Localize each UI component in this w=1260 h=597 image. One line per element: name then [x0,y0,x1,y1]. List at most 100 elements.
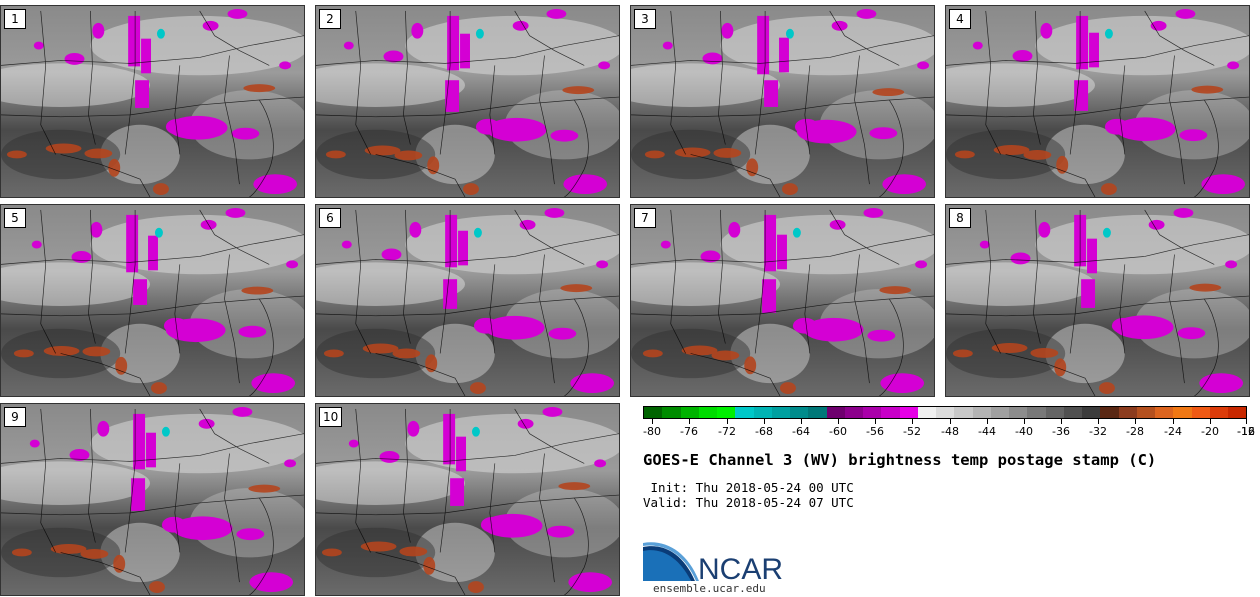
colorbar-segment [1191,407,1210,418]
map-image [316,404,619,595]
colorbar-tick [838,419,839,424]
map-image [316,205,619,396]
colorbar-segment [1045,407,1064,418]
colorbar-tick [950,419,951,424]
colorbar-tick-label: -32 [1089,425,1107,438]
colorbar-segment [990,407,1009,418]
ncar-logo: NCAR [643,542,783,583]
colorbar-segment [899,407,918,418]
colorbar-tick [652,419,653,424]
colorbar-tick-label: -36 [1052,425,1070,438]
colorbar-segment [881,407,900,418]
member-panel: 10 [315,403,620,596]
panel-number: 7 [634,208,656,228]
colorbar-tick [1246,419,1247,424]
colorbar-tick [987,419,988,424]
colorbar-tick [1061,419,1062,424]
colorbar-segment [1063,407,1082,418]
colorbar-segment [844,407,863,418]
colorbar-segment [1100,407,1119,418]
colorbar-tick-label: -12 [1237,425,1255,438]
member-panel: 5 [0,204,305,397]
colorbar-tick-label: -56 [866,425,884,438]
member-panel: 4 [945,5,1250,198]
colorbar-tick-label: -28 [1126,425,1144,438]
colorbar-tick-label: -72 [718,425,736,438]
panel-number: 5 [4,208,26,228]
colorbar-segment [698,407,717,418]
panel-number: 2 [319,9,341,29]
colorbar-segment [1118,407,1137,418]
colorbar-segment [972,407,991,418]
colorbar-tick-label: -52 [903,425,921,438]
colorbar-tick [1024,419,1025,424]
panel-number: 1 [4,9,26,29]
member-panel: 1 [0,5,305,198]
colorbar-segment [771,407,790,418]
colorbar-tick-label: -76 [680,425,698,438]
panel-number: 4 [949,9,971,29]
colorbar-tick-label: -80 [643,425,661,438]
ncar-swoosh-icon [643,542,699,581]
panel-number: 10 [319,407,343,427]
colorbar-segment [917,407,936,418]
colorbar-tick-label: -24 [1164,425,1182,438]
colorbar-segment [753,407,772,418]
colorbar-segment [954,407,973,418]
colorbar-segment [662,407,681,418]
panel-number: 9 [4,407,26,427]
map-image [1,404,304,595]
colorbar-tick-label: -48 [941,425,959,438]
panel-number: 6 [319,208,341,228]
panel-number: 8 [949,208,971,228]
member-panel: 9 [0,403,305,596]
colorbar-tick-label: -40 [1015,425,1033,438]
colorbar-segment [680,407,699,418]
colorbar-segment [717,407,736,418]
colorbar-tick-label: -20 [1201,425,1219,438]
colorbar-segment [826,407,845,418]
colorbar-tick [764,419,765,424]
colorbar-tick [689,419,690,424]
colorbar-tick [1135,419,1136,424]
colorbar-tick [801,419,802,424]
colorbar-segment [1009,407,1028,418]
colorbar-segment [808,407,827,418]
colorbar-segment [790,407,809,418]
colorbar-segment [1082,407,1101,418]
colorbar-tick [727,419,728,424]
valid-time: Valid: Thu 2018-05-24 07 UTC [643,495,854,510]
colorbar-segment [1173,407,1192,418]
map-image [1,6,304,197]
colorbar-segment [936,407,955,418]
colorbar-segment [735,407,754,418]
map-image [316,6,619,197]
colorbar [643,406,1247,419]
colorbar-tick-label: -44 [978,425,996,438]
init-time: Init: Thu 2018-05-24 00 UTC [643,480,854,495]
colorbar-segment [1136,407,1155,418]
panel-number: 3 [634,9,656,29]
colorbar-tick [1210,419,1211,424]
map-image [1,205,304,396]
member-panel: 6 [315,204,620,397]
colorbar-tick-label: -64 [792,425,810,438]
colorbar-tick [1173,419,1174,424]
colorbar-ticks: -80 -76 -72 -68 -64 -60 -56 -52 -48 -44 -40 -36 -32 -… [643,419,1255,441]
colorbar-tick [1098,419,1099,424]
member-panel: 7 [630,204,935,397]
map-image [631,6,934,197]
colorbar-segment [1228,407,1247,418]
member-panel: 2 [315,5,620,198]
logo-url: ensemble.ucar.edu [653,582,766,595]
colorbar-segment [1027,407,1046,418]
map-image [946,205,1249,396]
colorbar-tick-label: -68 [755,425,773,438]
member-panel: 8 [945,204,1250,397]
colorbar-tick [912,419,913,424]
member-panel: 3 [630,5,935,198]
colorbar-segment [863,407,882,418]
colorbar-segment [1209,407,1228,418]
map-image [631,205,934,396]
colorbar-segment [644,407,663,418]
